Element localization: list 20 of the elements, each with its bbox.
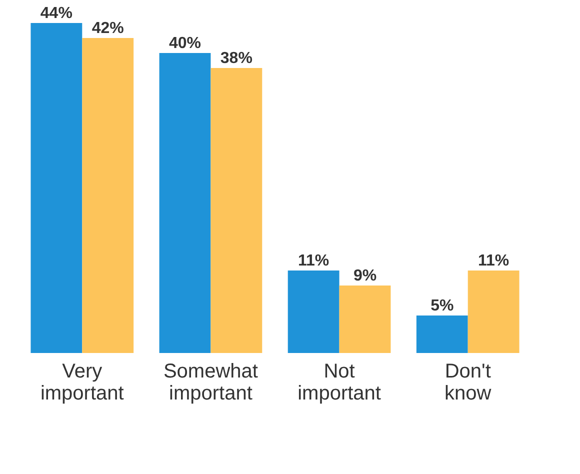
bar <box>210 68 262 353</box>
bar <box>339 286 391 353</box>
bar <box>288 270 340 353</box>
bar <box>30 23 82 353</box>
bar <box>159 53 211 353</box>
data-label: 38% <box>220 50 252 67</box>
data-label: 42% <box>92 20 124 37</box>
x-tick-label: Not important <box>298 360 382 404</box>
data-label: 11% <box>298 252 330 270</box>
data-label: 44% <box>40 5 72 22</box>
bar <box>468 270 520 353</box>
data-label: 9% <box>353 268 377 284</box>
bar <box>416 316 468 353</box>
data-label: 11% <box>478 252 510 270</box>
data-label: 5% <box>430 298 454 314</box>
x-tick-label: Somewhat important <box>163 360 258 404</box>
x-tick-label: Don't know <box>444 360 492 404</box>
x-tick-label: Very important <box>40 360 124 404</box>
bar <box>82 38 134 353</box>
data-label: 40% <box>168 35 202 52</box>
